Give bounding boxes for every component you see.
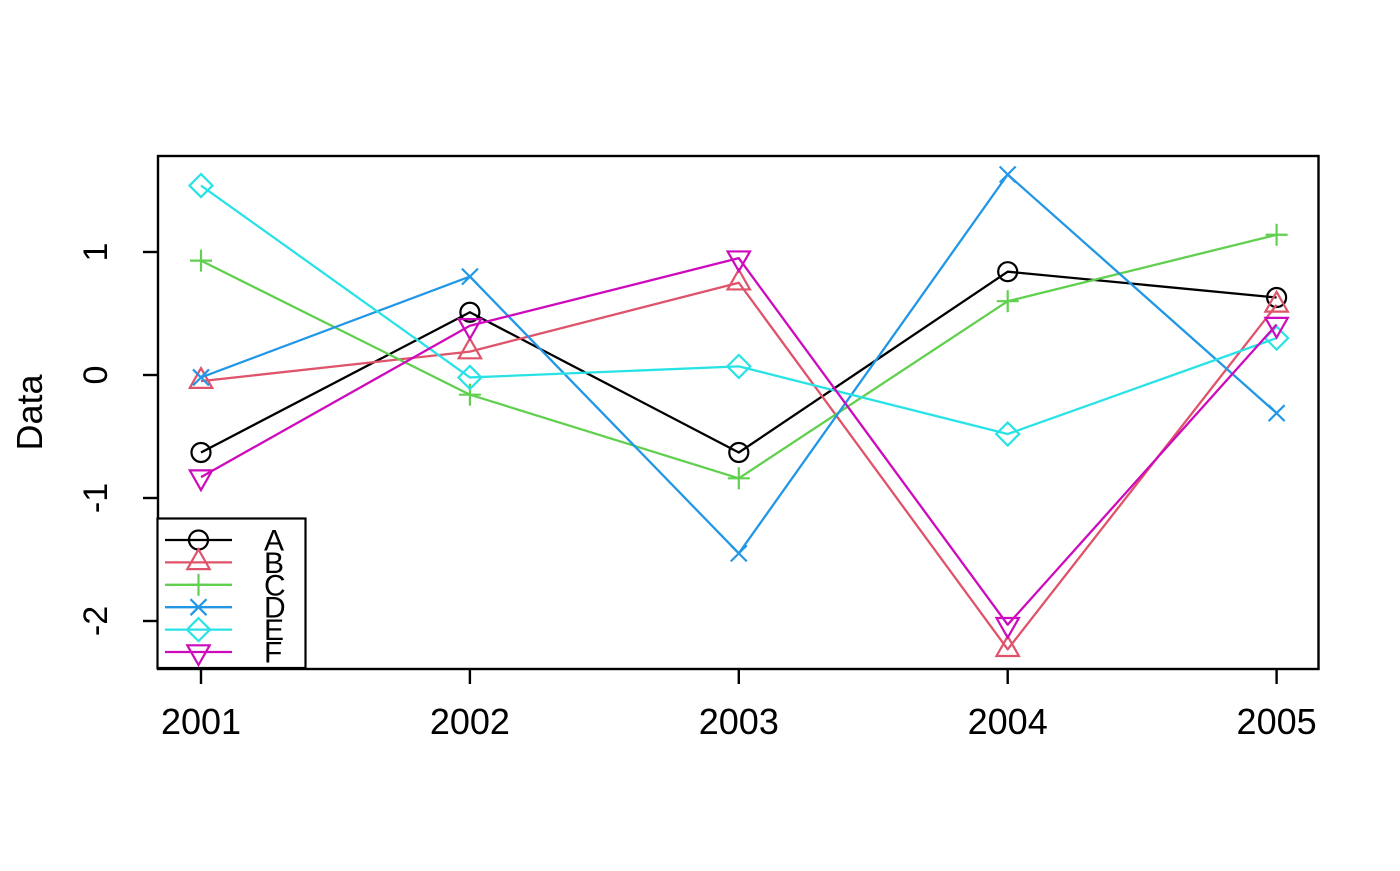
- series-D: [192, 165, 1286, 563]
- marker-triangle-down: [1263, 316, 1290, 340]
- marker-x: [461, 267, 479, 286]
- legend-entry-C: C: [165, 569, 286, 602]
- series-line-E: [200, 184, 1277, 436]
- series-C: [190, 223, 1288, 490]
- marker-triangle-up: [725, 267, 752, 291]
- legend-entry-E: E: [165, 614, 284, 647]
- series-line-F: [200, 256, 1278, 626]
- marker-diamond: [185, 616, 212, 643]
- marker-diamond: [456, 364, 483, 391]
- legend-entry-D: D: [165, 592, 286, 625]
- marker-circle: [997, 261, 1019, 283]
- y-axis-title: Data: [9, 374, 50, 451]
- legend-box: [156, 517, 307, 670]
- legend-label: F: [264, 637, 282, 670]
- marker-plus: [727, 467, 750, 490]
- y-tick-label: -2: [77, 606, 115, 636]
- marker-diamond: [187, 172, 215, 199]
- x-axis: 2001 2002 2003 2004 2005: [161, 669, 1317, 742]
- marker-circle: [190, 441, 212, 464]
- marker-triangle-down: [725, 250, 752, 274]
- marker-circle: [728, 441, 750, 464]
- legend-entry-F: F: [165, 637, 282, 670]
- y-tick-label: 0: [77, 366, 115, 385]
- marker-triangle-up: [1263, 289, 1290, 313]
- marker-triangle-down: [456, 318, 483, 342]
- x-tick-label: 2002: [430, 701, 510, 742]
- legend-entry-B: B: [165, 547, 284, 580]
- marker-plus: [458, 383, 481, 406]
- x-tick-label: 2001: [161, 701, 241, 742]
- marker-circle: [1265, 286, 1288, 309]
- legend-label: E: [264, 614, 284, 647]
- marker-plus: [1265, 223, 1288, 246]
- marker-x: [1267, 404, 1286, 422]
- marker-x: [189, 598, 208, 616]
- x-tick-label: 2005: [1237, 701, 1317, 742]
- series-B: [187, 267, 1290, 658]
- x-tick-label: 2003: [699, 701, 779, 742]
- marker-triangle-up: [187, 365, 215, 389]
- legend-label: D: [264, 592, 286, 625]
- marker-plus: [190, 249, 212, 272]
- marker-x: [730, 544, 748, 563]
- marker-triangle-up: [185, 547, 212, 571]
- marker-triangle-up: [994, 634, 1021, 658]
- legend-label: C: [264, 569, 286, 602]
- y-tick-label: 1: [77, 243, 115, 262]
- series-A: [190, 261, 1288, 464]
- y-axis: 1 0 -1 -2: [77, 243, 158, 636]
- series-line-A: [200, 270, 1277, 454]
- marker-diamond: [994, 420, 1021, 448]
- marker-triangle-down: [187, 469, 215, 493]
- marker-x: [192, 368, 210, 387]
- marker-plus: [187, 573, 210, 596]
- marker-diamond: [725, 353, 752, 380]
- series-line-B: [200, 281, 1278, 651]
- marker-circle: [459, 301, 481, 323]
- series-F: [187, 250, 1290, 640]
- marker-triangle-up: [456, 336, 483, 360]
- marker-triangle-down: [994, 616, 1021, 640]
- legend-label: A: [264, 525, 284, 558]
- legend-label: B: [264, 547, 284, 580]
- y-tick-label: -1: [77, 483, 115, 513]
- marker-triangle-down: [185, 644, 212, 668]
- marker-plus: [996, 290, 1019, 313]
- x-tick-label: 2004: [968, 701, 1048, 742]
- marker-x: [998, 165, 1017, 184]
